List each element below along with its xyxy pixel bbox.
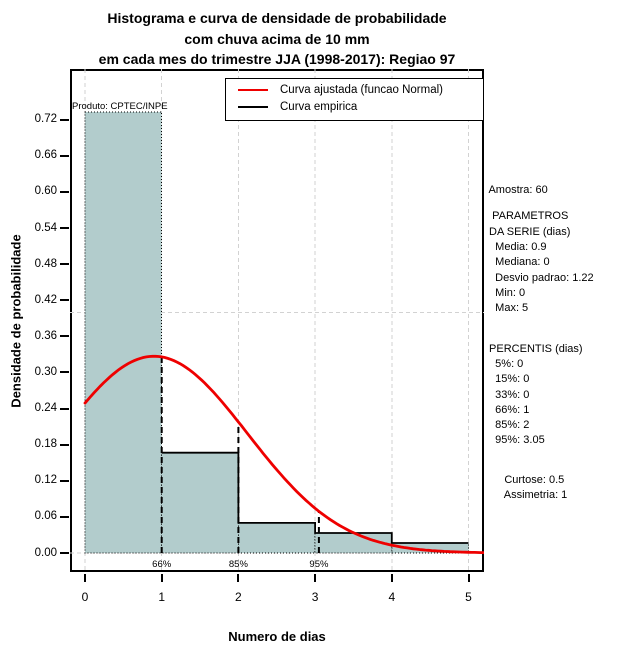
legend-item-fitted: Curva ajustada (funcao Normal) bbox=[226, 81, 483, 98]
side-panel-line: Amostra: 60 bbox=[486, 184, 548, 196]
side-panel-line: 5%: 0 bbox=[486, 358, 524, 370]
x-tick-label: 2 bbox=[235, 590, 242, 604]
y-tick-mark bbox=[60, 263, 69, 266]
y-tick-mark bbox=[60, 227, 69, 230]
y-tick-mark bbox=[60, 299, 69, 302]
x-tick-mark bbox=[84, 574, 86, 582]
y-tick-label: 0.18 bbox=[34, 438, 57, 451]
x-tick-label: 0 bbox=[81, 590, 89, 604]
y-tick-label: 0.12 bbox=[34, 474, 57, 487]
x-tick-label: 5 bbox=[465, 590, 472, 604]
plot-border bbox=[70, 69, 484, 572]
y-tick-label: 0.24 bbox=[34, 402, 57, 415]
histogram-bar bbox=[391, 542, 469, 554]
chart-title: Histograma e curva de densidade de proba… bbox=[0, 8, 554, 70]
side-panel-line: Assimetria: 1 bbox=[486, 489, 568, 501]
side-panel-line: 66%: 1 bbox=[486, 404, 530, 416]
side-panel-line: PARAMETROS bbox=[486, 210, 569, 222]
y-tick-label: 0.36 bbox=[34, 329, 57, 342]
y-tick-mark bbox=[60, 118, 69, 121]
side-panel-line: DA SERIE (dias) bbox=[486, 226, 571, 238]
x-tick-label: 1 bbox=[158, 590, 166, 604]
x-tick-mark bbox=[237, 574, 240, 582]
x-tick-mark bbox=[314, 574, 317, 582]
percentile-label: 66% bbox=[152, 559, 172, 570]
legend: Curva ajustada (funcao Normal) Curva emp… bbox=[225, 78, 484, 121]
histogram-bar bbox=[237, 522, 316, 554]
y-tick-mark bbox=[60, 443, 69, 446]
side-panel-line: 85%: 2 bbox=[486, 419, 530, 431]
side-panel-line: Media: 0.9 bbox=[486, 241, 547, 253]
side-panel-line: 33%: 0 bbox=[486, 389, 530, 401]
x-tick-mark bbox=[390, 574, 393, 582]
side-panel-line: 95%: 3.05 bbox=[486, 434, 545, 446]
x-tick-label: 3 bbox=[311, 590, 319, 604]
histogram-bar bbox=[84, 111, 163, 554]
y-tick-label: 0.30 bbox=[34, 365, 57, 378]
y-tick-mark bbox=[60, 407, 69, 410]
legend-label-fitted: Curva ajustada (funcao Normal) bbox=[280, 83, 443, 96]
side-panel-line: Curtose: 0.5 bbox=[486, 474, 565, 486]
x-tick-mark bbox=[160, 574, 163, 582]
fitted-curve-swatch bbox=[238, 88, 268, 91]
y-tick-mark bbox=[60, 371, 69, 374]
y-tick-label: 0.48 bbox=[34, 257, 57, 270]
histogram-bar bbox=[314, 532, 393, 554]
percentile-label: 85% bbox=[228, 559, 248, 570]
side-panel-line: Mediana: 0 bbox=[486, 256, 550, 268]
y-axis-label: Densidade de probabilidade bbox=[8, 234, 24, 408]
legend-label-empirical: Curva empirica bbox=[280, 100, 358, 113]
y-tick-label: 0.66 bbox=[34, 149, 57, 162]
y-tick-mark bbox=[60, 190, 69, 193]
empirical-curve-swatch bbox=[238, 105, 268, 108]
y-tick-label: 0.06 bbox=[34, 510, 57, 523]
title-line-3: em cada mes do trimestre JJA (1998-2017)… bbox=[98, 51, 456, 67]
y-tick-label: 0.60 bbox=[34, 185, 57, 198]
x-tick-mark bbox=[467, 574, 470, 582]
title-line-2: com chuva acima de 10 mm bbox=[184, 30, 370, 47]
side-panel-line: PERCENTIS (dias) bbox=[486, 343, 583, 355]
y-tick-label: 0.54 bbox=[34, 221, 57, 234]
title-line-1: Histograma e curva de densidade de proba… bbox=[107, 10, 447, 26]
y-tick-mark bbox=[60, 552, 69, 554]
empirical-curve bbox=[161, 451, 469, 544]
side-panel-line: 15%: 0 bbox=[486, 373, 530, 385]
y-tick-label: 0.42 bbox=[34, 293, 57, 306]
fitted-curve bbox=[83, 354, 484, 554]
legend-item-empirical: Curva empirica bbox=[226, 98, 483, 115]
side-panel-line: Min: 0 bbox=[486, 287, 526, 299]
x-tick-label: 4 bbox=[388, 590, 396, 604]
y-tick-label: 0.72 bbox=[34, 113, 57, 126]
y-tick-mark bbox=[60, 154, 69, 157]
histogram-plot bbox=[70, 69, 484, 572]
y-tick-mark bbox=[60, 515, 69, 518]
histogram-bar bbox=[161, 452, 239, 554]
side-panel-line: Desvio padrao: 1.22 bbox=[486, 272, 594, 284]
y-tick-label: 0.00 bbox=[34, 546, 57, 559]
watermark: Produto: CPTEC/INPE bbox=[72, 101, 168, 112]
percentile-label: 95% bbox=[309, 559, 329, 570]
side-panel-line: Max: 5 bbox=[486, 302, 529, 314]
y-tick-mark bbox=[60, 479, 69, 482]
x-axis-label: Numero de dias bbox=[228, 629, 326, 644]
y-tick-mark bbox=[60, 335, 69, 338]
